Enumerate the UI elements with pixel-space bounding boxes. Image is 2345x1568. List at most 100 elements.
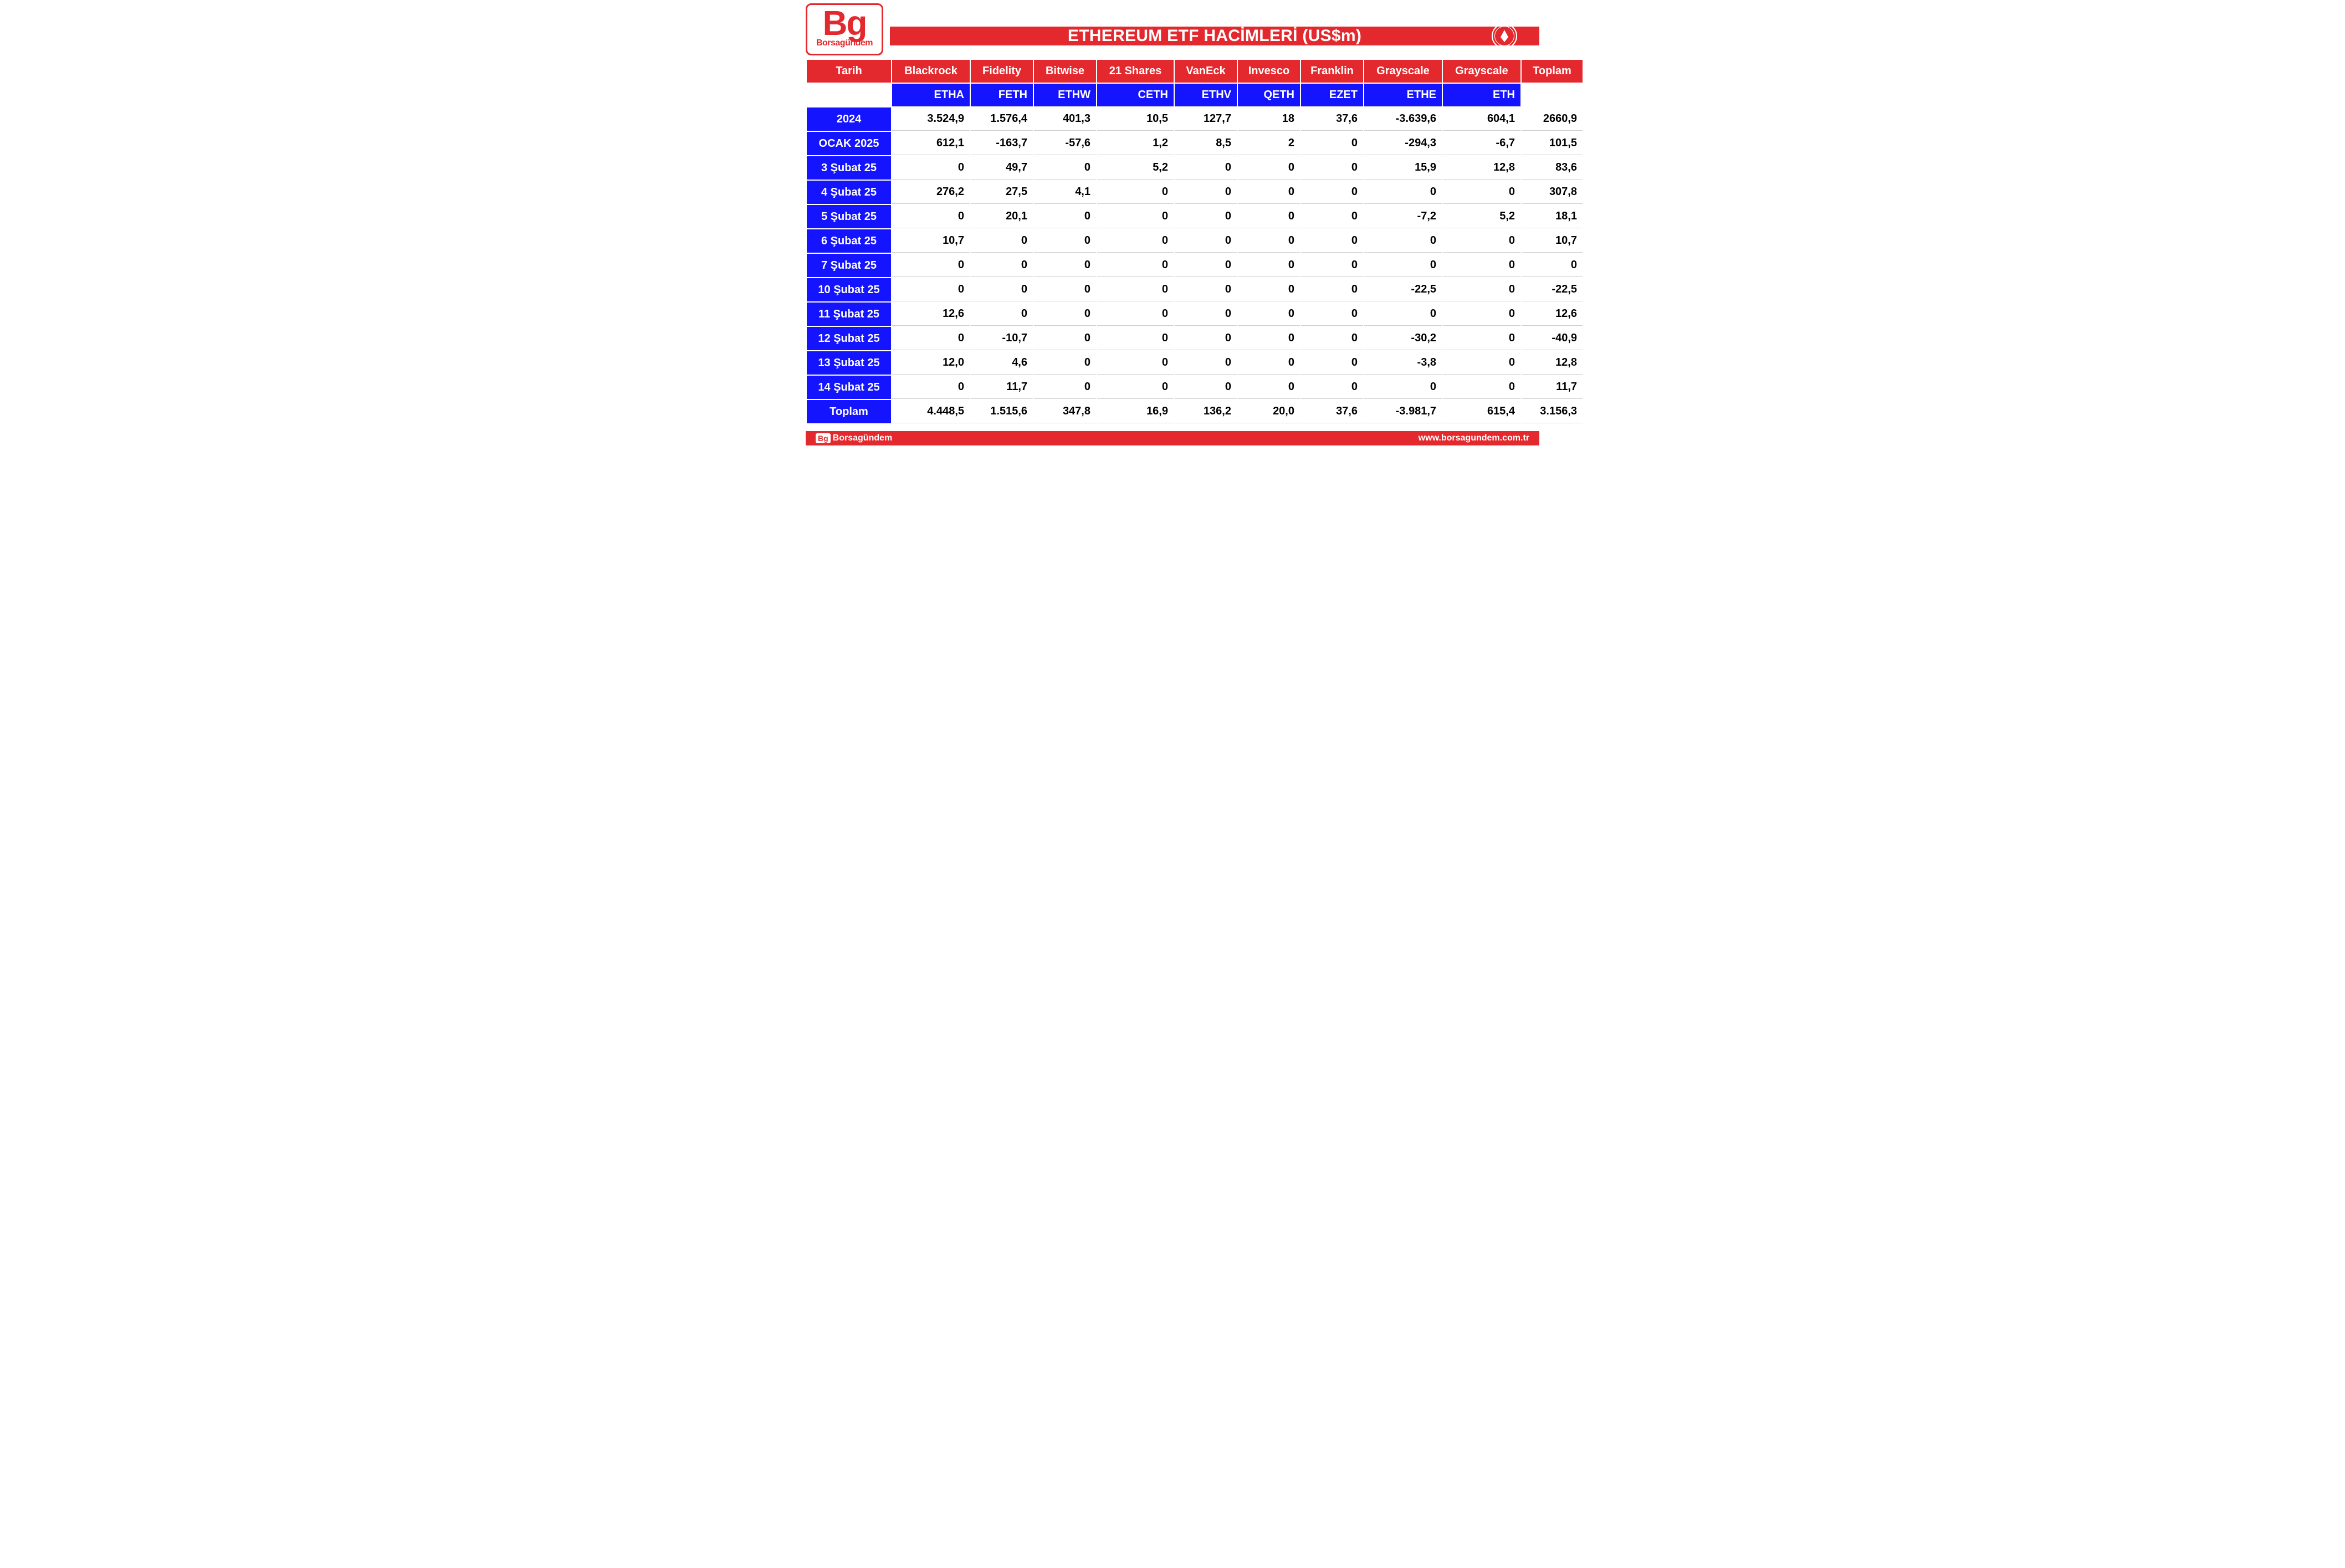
date-cell: OCAK 2025 bbox=[807, 132, 891, 155]
title-bar: ETHEREUM ETF HACİMLERİ (US$m) bbox=[890, 27, 1539, 45]
value-cell: 0 bbox=[1238, 351, 1300, 375]
value-cell: 401,3 bbox=[1034, 107, 1096, 131]
value-cell: 347,8 bbox=[1034, 400, 1096, 423]
value-cell: 136,2 bbox=[1175, 400, 1237, 423]
value-cell: 11,7 bbox=[1522, 376, 1583, 399]
value-cell: -3.639,6 bbox=[1364, 107, 1442, 131]
col-header-1: Blackrock bbox=[892, 60, 970, 83]
value-cell: 0 bbox=[1443, 303, 1520, 326]
value-cell: 0 bbox=[1364, 254, 1442, 277]
value-cell: 0 bbox=[1301, 181, 1363, 204]
value-cell: 0 bbox=[1097, 351, 1174, 375]
value-cell: 0 bbox=[971, 254, 1033, 277]
value-cell: 0 bbox=[1175, 156, 1237, 180]
value-cell: -7,2 bbox=[1364, 205, 1442, 228]
value-cell: 8,5 bbox=[1175, 132, 1237, 155]
value-cell: 0 bbox=[1034, 351, 1096, 375]
value-cell: 0 bbox=[1443, 327, 1520, 350]
value-cell: 0 bbox=[1175, 303, 1237, 326]
value-cell: 49,7 bbox=[971, 156, 1033, 180]
table-row: 5 Şubat 25020,100000-7,25,218,1 bbox=[807, 205, 1583, 228]
value-cell: -3,8 bbox=[1364, 351, 1442, 375]
value-cell: 20,0 bbox=[1238, 400, 1300, 423]
ticker-ETHE: ETHE bbox=[1364, 84, 1442, 106]
date-cell: 10 Şubat 25 bbox=[807, 278, 891, 301]
page-title: ETHEREUM ETF HACİMLERİ (US$m) bbox=[1068, 27, 1361, 45]
value-cell: 0 bbox=[1034, 254, 1096, 277]
value-cell: 12,6 bbox=[892, 303, 970, 326]
col-header-2: Fidelity bbox=[971, 60, 1033, 83]
value-cell: 0 bbox=[1301, 303, 1363, 326]
date-cell: 2024 bbox=[807, 107, 891, 131]
value-cell: 0 bbox=[1175, 278, 1237, 301]
value-cell: 18,1 bbox=[1522, 205, 1583, 228]
value-cell: 0 bbox=[1238, 156, 1300, 180]
col-header-4: 21 Shares bbox=[1097, 60, 1174, 83]
value-cell: 10,7 bbox=[892, 229, 970, 253]
value-cell: 0 bbox=[892, 205, 970, 228]
value-cell: 0 bbox=[971, 229, 1033, 253]
value-cell: 2660,9 bbox=[1522, 107, 1583, 131]
value-cell: 12,8 bbox=[1443, 156, 1520, 180]
value-cell: 0 bbox=[1238, 303, 1300, 326]
footer-url: www.borsagundem.com.tr bbox=[1419, 433, 1529, 443]
value-cell: 0 bbox=[892, 254, 970, 277]
value-cell: 0 bbox=[1301, 351, 1363, 375]
table-row: 12 Şubat 250-10,700000-30,20-40,9 bbox=[807, 327, 1583, 350]
ethereum-icon bbox=[1492, 23, 1517, 49]
value-cell: 0 bbox=[1443, 278, 1520, 301]
ethereum-icon-inner bbox=[1494, 26, 1514, 46]
value-cell: 0 bbox=[1097, 229, 1174, 253]
table-row: 20243.524,91.576,4401,310,5127,71837,6-3… bbox=[807, 107, 1583, 131]
value-cell: 0 bbox=[1364, 181, 1442, 204]
value-cell: 4,6 bbox=[971, 351, 1033, 375]
value-cell: 0 bbox=[1097, 303, 1174, 326]
table-row: 3 Şubat 25049,705,200015,912,883,6 bbox=[807, 156, 1583, 180]
date-cell: 14 Şubat 25 bbox=[807, 376, 891, 399]
ticker-ETHA: ETHA bbox=[892, 84, 970, 106]
value-cell: 0 bbox=[1238, 229, 1300, 253]
table-row: 10 Şubat 250000000-22,50-22,5 bbox=[807, 278, 1583, 301]
value-cell: 0 bbox=[892, 327, 970, 350]
etf-table: TarihBlackrockFidelityBitwise21 SharesVa… bbox=[806, 59, 1584, 424]
value-cell: 15,9 bbox=[1364, 156, 1442, 180]
value-cell: 0 bbox=[1238, 376, 1300, 399]
value-cell: 0 bbox=[1097, 278, 1174, 301]
value-cell: 0 bbox=[1443, 181, 1520, 204]
value-cell: 0 bbox=[1301, 278, 1363, 301]
table-head: TarihBlackrockFidelityBitwise21 SharesVa… bbox=[807, 60, 1583, 106]
col-header-9: Grayscale bbox=[1443, 60, 1520, 83]
table-row: 13 Şubat 2512,04,600000-3,8012,8 bbox=[807, 351, 1583, 375]
value-cell: 0 bbox=[971, 278, 1033, 301]
value-cell: 0 bbox=[1238, 181, 1300, 204]
value-cell: 1.576,4 bbox=[971, 107, 1033, 131]
value-cell: 37,6 bbox=[1301, 107, 1363, 131]
value-cell: 4,1 bbox=[1034, 181, 1096, 204]
ticker-ETHW: ETHW bbox=[1034, 84, 1096, 106]
table-row: 6 Şubat 2510,70000000010,7 bbox=[807, 229, 1583, 253]
value-cell: 0 bbox=[1522, 254, 1583, 277]
value-cell: -40,9 bbox=[1522, 327, 1583, 350]
value-cell: 0 bbox=[1443, 229, 1520, 253]
value-cell: 0 bbox=[892, 376, 970, 399]
value-cell: 101,5 bbox=[1522, 132, 1583, 155]
table-row: OCAK 2025612,1-163,7-57,61,28,520-294,3-… bbox=[807, 132, 1583, 155]
page: Bg Borsagündem ETHEREUM ETF HACİMLERİ (U… bbox=[801, 0, 1544, 445]
date-cell: 12 Şubat 25 bbox=[807, 327, 891, 350]
value-cell: 0 bbox=[1175, 229, 1237, 253]
header: Bg Borsagündem ETHEREUM ETF HACİMLERİ (U… bbox=[801, 0, 1544, 59]
value-cell: 615,4 bbox=[1443, 400, 1520, 423]
value-cell: 0 bbox=[892, 278, 970, 301]
value-cell: 0 bbox=[1238, 254, 1300, 277]
value-cell: 0 bbox=[971, 303, 1033, 326]
date-cell: Toplam bbox=[807, 400, 891, 423]
brand-logo: Bg Borsagündem bbox=[806, 3, 883, 55]
table-row: 14 Şubat 25011,7000000011,7 bbox=[807, 376, 1583, 399]
value-cell: 0 bbox=[1097, 181, 1174, 204]
ticker-FETH: FETH bbox=[971, 84, 1033, 106]
ticker-blank-last bbox=[1522, 84, 1583, 106]
value-cell: 5,2 bbox=[1097, 156, 1174, 180]
value-cell: 0 bbox=[1301, 132, 1363, 155]
value-cell: 276,2 bbox=[892, 181, 970, 204]
value-cell: -294,3 bbox=[1364, 132, 1442, 155]
